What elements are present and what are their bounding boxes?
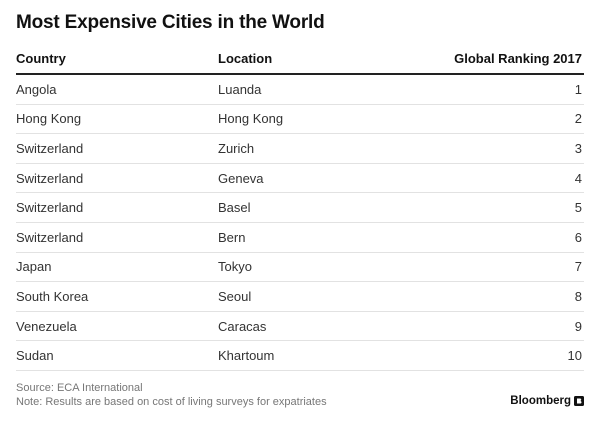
cell-location: Caracas [218, 318, 267, 334]
chart-footer: Source: ECA International Note: Results … [16, 381, 327, 409]
cell-country: Switzerland [16, 229, 84, 245]
brand-name: Bloomberg [510, 395, 571, 407]
table-header: Country Location Global Ranking 2017 [16, 44, 584, 75]
cell-location: Geneva [218, 170, 264, 186]
cell-country: Japan [16, 259, 52, 275]
cell-country: Switzerland [16, 170, 84, 186]
cell-ranking: 3 [574, 140, 582, 156]
cell-location: Basel [218, 200, 251, 216]
table-row: South Korea Seoul 8 [16, 282, 584, 312]
header-ranking: Global Ranking 2017 [454, 51, 582, 66]
source-text: Source: ECA International [16, 382, 143, 394]
cell-country: Switzerland [16, 140, 84, 156]
table-row: Switzerland Basel 5 [16, 193, 584, 223]
ranking-table: Country Location Global Ranking 2017 Ang… [16, 44, 584, 371]
cell-ranking: 9 [574, 318, 582, 334]
cell-country: Switzerland [16, 200, 84, 216]
table-row: Venezuela Caracas 9 [16, 312, 584, 342]
table-row: Switzerland Geneva 4 [16, 164, 584, 194]
note-text: Note: Results are based on cost of livin… [16, 396, 327, 408]
table-row: Japan Tokyo 7 [16, 253, 584, 283]
header-country: Country [16, 51, 66, 66]
bloomberg-logo-icon [574, 396, 584, 406]
cell-country: Venezuela [16, 318, 77, 334]
table-row: Sudan Khartoum 10 [16, 341, 584, 371]
cell-ranking: 8 [574, 288, 582, 304]
cell-ranking: 1 [574, 81, 582, 97]
cell-location: Tokyo [218, 259, 252, 275]
cell-country: Sudan [16, 348, 54, 364]
cell-location: Bern [218, 229, 246, 245]
table-body: Angola Luanda 1 Hong Kong Hong Kong 2 Switzerl… [16, 75, 584, 371]
header-location: Location [218, 51, 273, 66]
chart-title: Most Expensive Cities in the World [16, 12, 325, 33]
cell-country: Hong Kong [16, 111, 82, 127]
table-row: Switzerland Bern 6 [16, 223, 584, 253]
cell-country: Angola [16, 81, 57, 97]
cell-country: South Korea [16, 288, 89, 304]
cell-ranking: 6 [574, 229, 582, 245]
cell-location: Hong Kong [218, 111, 284, 127]
cell-ranking: 2 [574, 111, 582, 127]
cell-location: Zurich [218, 140, 255, 156]
cell-location: Seoul [218, 288, 252, 304]
table-row: Switzerland Zurich 3 [16, 134, 584, 164]
cell-ranking: 5 [574, 200, 582, 216]
cell-ranking: 10 [567, 348, 582, 364]
cell-location: Khartoum [218, 348, 275, 364]
cell-ranking: 4 [574, 170, 582, 186]
table-row: Angola Luanda 1 [16, 75, 584, 105]
cell-location: Luanda [218, 81, 262, 97]
cell-ranking: 7 [574, 259, 582, 275]
table-row: Hong Kong Hong Kong 2 [16, 105, 584, 135]
brand-mark: Bloomberg [510, 395, 584, 407]
